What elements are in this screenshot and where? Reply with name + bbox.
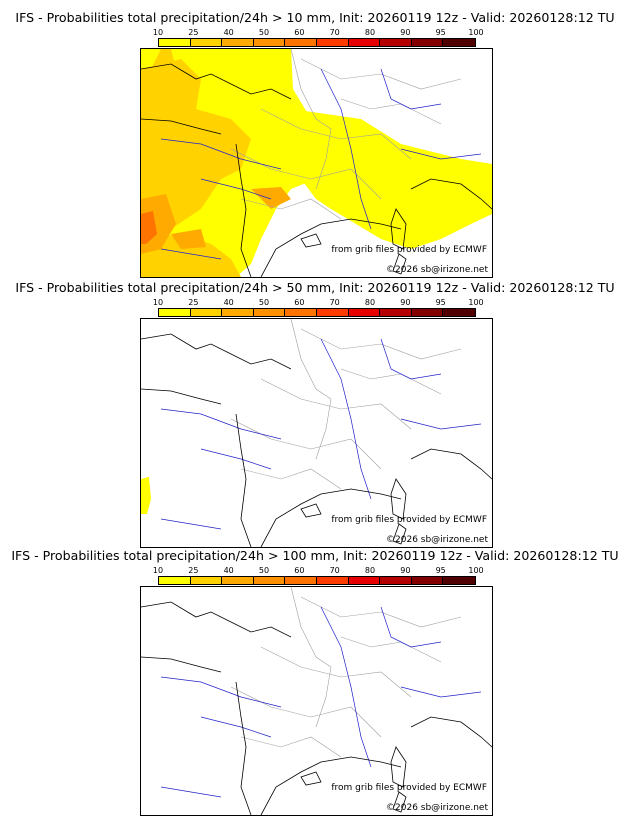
colorbar-tick-label: 60	[294, 28, 305, 37]
colorbar-tick-label: 100	[468, 566, 484, 575]
borders	[230, 587, 462, 758]
colorbar-swatch	[253, 577, 286, 584]
colorbar-tick-label: 70	[329, 28, 340, 37]
colorbar-tick-label: 70	[329, 298, 340, 307]
colorbar-tick-label: 60	[294, 566, 305, 575]
colorbar-swatch	[411, 577, 444, 584]
colorbar-tick-label: 90	[400, 566, 411, 575]
copyright-credit: ©2026 sb@irizone.net	[386, 803, 488, 813]
colorbar-swatch	[443, 309, 475, 316]
colorbar-swatch	[190, 39, 223, 46]
precip-fields	[141, 49, 492, 277]
map-graphic	[141, 587, 492, 815]
colorbar	[158, 308, 476, 317]
colorbar-tick-label: 25	[188, 298, 199, 307]
colorbar-swatch	[159, 577, 191, 584]
colorbar-swatch	[380, 39, 412, 46]
colorbar-tick-label: 95	[435, 566, 446, 575]
colorbar-tick-label: 25	[188, 28, 199, 37]
colorbar-tick-label: 100	[468, 298, 484, 307]
panel-title: IFS - Probabilities total precipitation/…	[15, 10, 615, 25]
colorbar-tick-label: 50	[258, 298, 270, 307]
colorbar-swatch	[285, 577, 317, 584]
colorbar-tick-label: 90	[400, 28, 411, 37]
map-panel-100mm: IFS - Probabilities total precipitation/…	[0, 548, 630, 818]
colorbar-tick-label: 10	[152, 566, 164, 575]
colorbar-tick-label: 50	[258, 566, 270, 575]
colorbar-ticks: 10 25 40 50 60 70 80 90 95 100	[153, 28, 484, 38]
source-credit: from grib files provided by ECMWF	[331, 515, 487, 525]
colorbar-tick-label: 70	[329, 566, 340, 575]
colorbar	[158, 38, 476, 47]
colorbar-swatch	[411, 309, 444, 316]
rivers	[160, 68, 482, 260]
colorbar-tick-label: 40	[223, 298, 234, 307]
coastlines	[141, 601, 492, 815]
colorbar	[158, 576, 476, 585]
colorbar-ticks: 10 25 40 50 60 70 80 90 95 100	[153, 298, 484, 308]
colorbar-swatch	[159, 39, 191, 46]
colorbar-swatch	[222, 577, 254, 584]
colorbar-tick-label: 60	[294, 298, 305, 307]
colorbar-tick-label: 90	[400, 298, 411, 307]
map-graphic	[141, 49, 492, 277]
colorbar-swatch	[316, 577, 349, 584]
colorbar-swatch	[285, 39, 317, 46]
colorbar-tick-label: 40	[223, 566, 234, 575]
copyright-credit: ©2026 sb@irizone.net	[386, 535, 488, 545]
colorbar-swatch	[285, 309, 317, 316]
map-graphic	[141, 319, 492, 547]
probability-map: from grib files provided by ECMWF ©2026 …	[140, 318, 493, 548]
colorbar-swatch	[190, 577, 223, 584]
colorbar-tick-label: 40	[223, 28, 234, 37]
colorbar-swatch	[316, 309, 349, 316]
colorbar-swatch	[253, 309, 286, 316]
colorbar-tick-label: 25	[188, 566, 199, 575]
colorbar-swatch	[159, 309, 191, 316]
colorbar-ticks: 10 25 40 50 60 70 80 90 95 100	[153, 566, 484, 576]
colorbar-tick-label: 100	[468, 28, 484, 37]
colorbar-swatch	[443, 577, 475, 584]
colorbar-tick-label: 80	[364, 298, 376, 307]
colorbar-swatch	[348, 39, 381, 46]
colorbar-swatch	[348, 577, 381, 584]
map-panel-10mm: IFS - Probabilities total precipitation/…	[0, 10, 630, 280]
colorbar-swatch	[348, 309, 381, 316]
colorbar-swatch	[190, 309, 223, 316]
colorbar-swatch	[443, 39, 475, 46]
rivers	[160, 606, 482, 798]
colorbar-swatch	[222, 309, 254, 316]
source-credit: from grib files provided by ECMWF	[331, 245, 487, 255]
source-credit: from grib files provided by ECMWF	[331, 783, 487, 793]
borders	[230, 49, 462, 220]
borders	[230, 319, 462, 490]
coastlines	[141, 63, 492, 277]
colorbar-tick-label: 80	[364, 28, 376, 37]
rivers	[160, 338, 482, 530]
colorbar-tick-label: 95	[435, 28, 446, 37]
colorbar-swatch	[380, 309, 412, 316]
colorbar-tick-label: 10	[152, 298, 164, 307]
colorbar-swatch	[380, 577, 412, 584]
copyright-credit: ©2026 sb@irizone.net	[386, 265, 488, 275]
colorbar-tick-label: 95	[435, 298, 446, 307]
colorbar-swatch	[411, 39, 444, 46]
colorbar-tick-label: 50	[258, 28, 270, 37]
precip-fields	[141, 477, 151, 514]
colorbar-swatch	[316, 39, 349, 46]
probability-map: from grib files provided by ECMWF ©2026 …	[140, 586, 493, 816]
panel-title: IFS - Probabilities total precipitation/…	[11, 548, 619, 563]
panel-title: IFS - Probabilities total precipitation/…	[15, 280, 615, 295]
colorbar-tick-label: 80	[364, 566, 376, 575]
probability-map: from grib files provided by ECMWF ©2026 …	[140, 48, 493, 278]
colorbar-tick-label: 10	[152, 28, 164, 37]
map-panel-50mm: IFS - Probabilities total precipitation/…	[0, 280, 630, 550]
colorbar-swatch	[253, 39, 286, 46]
coastlines	[141, 333, 492, 547]
colorbar-swatch	[222, 39, 254, 46]
